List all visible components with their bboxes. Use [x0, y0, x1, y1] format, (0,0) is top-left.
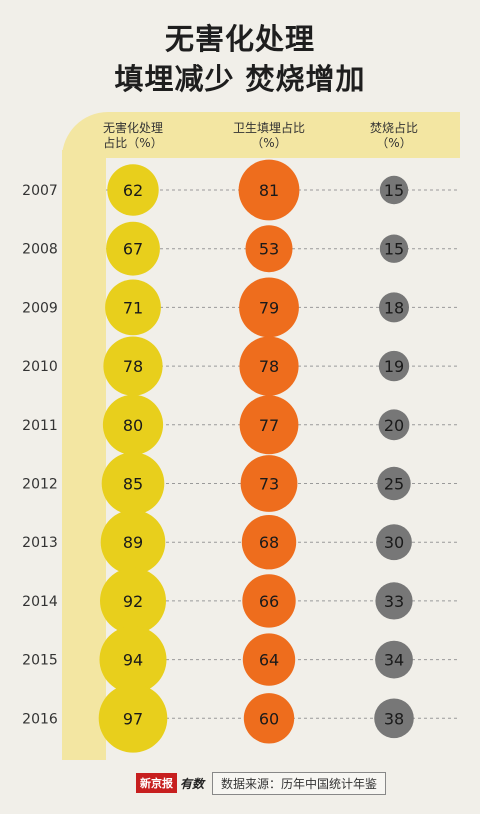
incineration-value-2008: 15	[384, 240, 404, 259]
harmless-value-2007: 62	[123, 181, 143, 200]
harmless-bubble-2016	[98, 684, 168, 753]
column-header-harmless-line1: 无害化处理	[102, 121, 163, 135]
year-label-2011: 2011	[22, 418, 58, 434]
landfill-value-2014: 66	[259, 592, 279, 611]
column-header-incineration-line1: 焚烧占比	[369, 121, 418, 135]
landfill-bubble-2013	[241, 515, 297, 570]
year-label-2008: 2008	[22, 242, 58, 258]
harmless-value-2014: 92	[123, 592, 143, 611]
landfill-bubble-2007	[238, 159, 300, 221]
incineration-value-2009: 18	[384, 298, 404, 317]
footer: 新京报 有数 数据来源：历年中国统计年鉴	[136, 771, 387, 795]
landfill-bubble-2016	[243, 693, 295, 744]
title-line-2: 填埋减少 焚烧增加	[114, 62, 366, 96]
year-band	[62, 150, 106, 760]
landfill-value-2008: 53	[259, 240, 279, 259]
landfill-value-2013: 68	[259, 533, 279, 552]
year-label-2016: 2016	[22, 711, 58, 727]
title-line-1: 无害化处理	[164, 22, 315, 56]
year-label-2007: 2007	[22, 183, 58, 199]
harmless-bubble-2009	[105, 279, 161, 336]
column-header-landfill-line2: （%）	[251, 136, 287, 150]
landfill-bubble-2014	[242, 574, 296, 628]
incineration-value-2007: 15	[384, 181, 404, 200]
year-label-2010: 2010	[22, 359, 58, 375]
harmless-bubble-2012	[101, 452, 165, 515]
data-logo: 有数	[180, 776, 205, 791]
year-label-2013: 2013	[22, 535, 58, 551]
harmless-bubble-2010	[103, 336, 163, 396]
harmless-bubble-2013	[100, 509, 166, 575]
incineration-bubble-2011	[378, 409, 410, 441]
landfill-bubble-2015	[242, 633, 296, 686]
landfill-value-2007: 81	[259, 181, 279, 200]
incineration-bubble-2010	[378, 350, 410, 382]
column-header-harmless-line2: 占比（%）	[103, 136, 163, 150]
landfill-value-2012: 73	[259, 475, 279, 494]
incineration-value-2011: 20	[384, 416, 404, 435]
newspaper-logo: 新京报	[136, 773, 177, 793]
harmless-bubble-2014	[100, 567, 166, 634]
harmless-bubble-2008	[106, 221, 160, 276]
incineration-bubble-2009	[379, 292, 409, 323]
landfill-bubble-2008	[245, 225, 293, 273]
column-header-landfill-line1: 卫生填埋占比	[232, 121, 305, 135]
year-label-2015: 2015	[22, 653, 58, 669]
incineration-value-2013: 30	[384, 533, 404, 552]
incineration-bubble-2013	[376, 524, 412, 561]
year-label-2014: 2014	[22, 594, 58, 610]
landfill-value-2009: 79	[259, 298, 279, 317]
column-header-incineration: 焚烧占比 （%）	[339, 121, 449, 151]
harmless-value-2013: 89	[123, 533, 143, 552]
landfill-value-2010: 78	[259, 357, 279, 376]
harmless-value-2015: 94	[123, 651, 143, 670]
column-header-landfill: 卫生填埋占比 （%）	[214, 121, 324, 151]
harmless-value-2010: 78	[123, 357, 143, 376]
harmless-value-2008: 67	[123, 240, 143, 259]
landfill-value-2016: 60	[259, 709, 279, 728]
incineration-bubble-2012	[377, 466, 411, 501]
harmless-value-2016: 97	[123, 709, 143, 728]
landfill-bubble-2009	[239, 277, 299, 338]
incineration-bubble-2008	[379, 234, 409, 263]
landfill-value-2011: 77	[259, 416, 279, 435]
column-header-harmless: 无害化处理 占比（%）	[78, 121, 188, 151]
incineration-value-2015: 34	[384, 651, 404, 670]
landfill-value-2015: 64	[259, 651, 279, 670]
harmless-bubble-2007	[107, 164, 159, 216]
harmless-value-2012: 85	[123, 475, 143, 494]
incineration-bubble-2007	[379, 175, 409, 205]
incineration-value-2012: 25	[384, 475, 404, 494]
incineration-value-2016: 38	[384, 709, 404, 728]
incineration-bubble-2014	[375, 582, 413, 620]
header-band	[62, 112, 460, 158]
incineration-bubble-2015	[375, 640, 413, 679]
harmless-bubble-2015	[99, 626, 167, 694]
data-source: 数据来源：历年中国统计年鉴	[212, 771, 387, 795]
landfill-bubble-2012	[240, 455, 298, 512]
incineration-bubble-2016	[374, 698, 414, 739]
landfill-bubble-2011	[239, 395, 299, 455]
year-label-2009: 2009	[22, 300, 58, 316]
harmless-value-2011: 80	[123, 416, 143, 435]
landfill-bubble-2010	[239, 336, 299, 396]
harmless-bubble-2011	[102, 394, 164, 455]
column-header-incineration-line2: （%）	[376, 136, 412, 150]
incineration-value-2014: 33	[384, 592, 404, 611]
harmless-value-2009: 71	[123, 298, 143, 317]
incineration-value-2010: 19	[384, 357, 404, 376]
year-label-2012: 2012	[22, 477, 58, 493]
